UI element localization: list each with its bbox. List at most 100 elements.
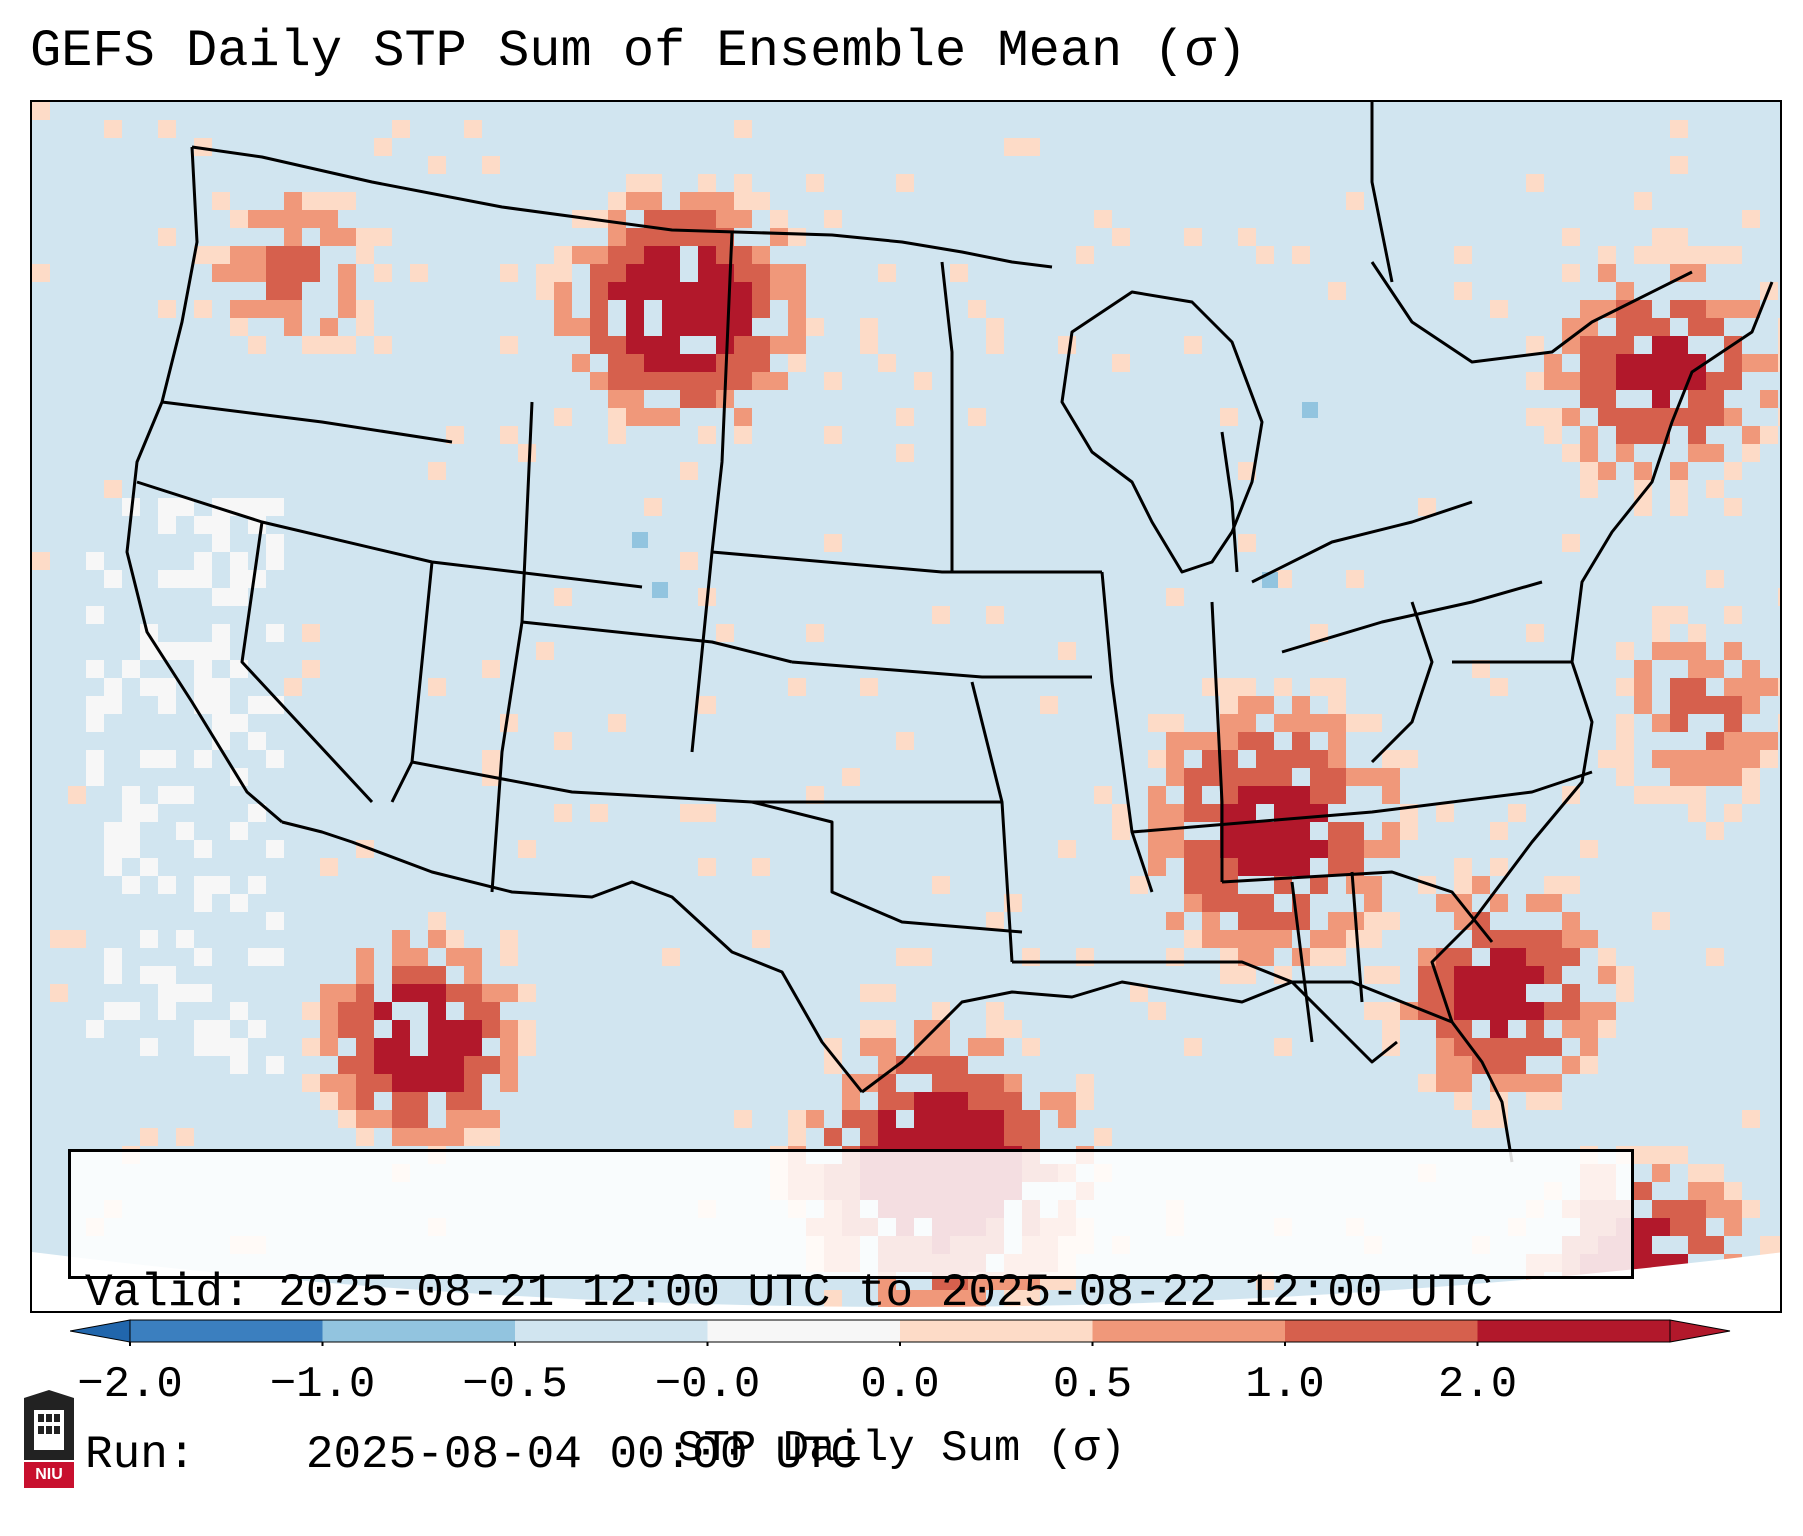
stp-cell xyxy=(1004,1290,1022,1308)
stp-cell xyxy=(1670,786,1688,804)
stp-cell xyxy=(86,750,104,768)
state-line-16 xyxy=(1131,770,1593,834)
stp-cell xyxy=(896,174,914,192)
stp-cell xyxy=(392,984,410,1002)
stp-cell xyxy=(1526,1020,1544,1038)
stp-cell xyxy=(1256,696,1274,714)
stp-cell xyxy=(860,984,878,1002)
stp-cell xyxy=(554,804,572,822)
stp-cell xyxy=(716,300,734,318)
stp-cell xyxy=(1310,786,1328,804)
stp-cell xyxy=(644,336,662,354)
stp-cell xyxy=(1706,318,1724,336)
stp-cell xyxy=(230,894,248,912)
stp-cell xyxy=(1634,426,1652,444)
stp-cell xyxy=(1544,966,1562,984)
stp-cell xyxy=(1220,786,1238,804)
stp-cell xyxy=(104,822,122,840)
stp-cell xyxy=(1382,750,1400,768)
stp-cell xyxy=(734,426,752,444)
stp-cell xyxy=(356,318,374,336)
stp-cell xyxy=(1256,948,1274,966)
stp-cell xyxy=(1616,984,1634,1002)
stp-cell xyxy=(1562,444,1580,462)
stp-cell xyxy=(1184,858,1202,876)
stp-cell xyxy=(230,714,248,732)
stp-cell xyxy=(212,516,230,534)
stp-cell xyxy=(878,1056,896,1074)
stp-cell xyxy=(248,948,266,966)
stp-cell xyxy=(1562,228,1580,246)
stp-cell xyxy=(752,264,770,282)
stp-cell xyxy=(680,192,698,210)
stp-cell xyxy=(302,192,320,210)
stp-cell xyxy=(1688,660,1706,678)
stp-cell xyxy=(1346,192,1364,210)
stp-cell xyxy=(230,264,248,282)
stp-cell xyxy=(176,822,194,840)
stp-cell xyxy=(896,444,914,462)
stp-cell xyxy=(266,624,284,642)
stp-cell xyxy=(626,192,644,210)
stp-cell xyxy=(986,1110,1004,1128)
stp-cell xyxy=(1688,750,1706,768)
stp-cell xyxy=(1670,498,1688,516)
colorbar xyxy=(70,1319,1731,1346)
stp-cell xyxy=(104,1002,122,1020)
stp-cell xyxy=(536,264,554,282)
stp-cell xyxy=(626,300,644,318)
stp-cell xyxy=(122,822,140,840)
stp-cell xyxy=(464,1074,482,1092)
stp-cell xyxy=(968,300,986,318)
stp-cell xyxy=(1580,462,1598,480)
stp-cell xyxy=(140,750,158,768)
stp-cell xyxy=(1454,876,1472,894)
stp-cell xyxy=(986,1020,1004,1038)
stp-cell xyxy=(896,1128,914,1146)
stp-cell xyxy=(1076,246,1094,264)
stp-cell xyxy=(662,300,680,318)
stp-cell xyxy=(698,192,716,210)
stp-cell xyxy=(1526,408,1544,426)
stp-cell xyxy=(608,210,626,228)
stp-cell xyxy=(410,1128,428,1146)
stp-cell xyxy=(590,300,608,318)
stp-cell xyxy=(1778,588,1780,606)
stp-cell xyxy=(1382,912,1400,930)
stp-cell xyxy=(1220,840,1238,858)
stp-cell xyxy=(1706,1200,1724,1218)
stp-cell xyxy=(1652,336,1670,354)
run-label: Run: xyxy=(85,1429,196,1481)
stp-cell xyxy=(1166,588,1184,606)
stp-cell xyxy=(1688,444,1706,462)
stp-cell xyxy=(1346,930,1364,948)
stp-cell xyxy=(1328,696,1346,714)
stp-cell xyxy=(464,1056,482,1074)
stp-cell xyxy=(1328,948,1346,966)
stp-cell xyxy=(104,840,122,858)
stp-cell xyxy=(212,714,230,732)
stp-cell xyxy=(1778,318,1780,336)
stp-cell xyxy=(1508,1038,1526,1056)
stp-cell xyxy=(662,318,680,336)
stp-cell xyxy=(356,1038,374,1056)
stp-cell xyxy=(482,1128,500,1146)
stp-cell xyxy=(1598,966,1616,984)
stp-cell xyxy=(1490,858,1508,876)
stp-cell xyxy=(1040,696,1058,714)
stp-cell xyxy=(1238,912,1256,930)
stp-cell xyxy=(1616,678,1634,696)
stp-cell xyxy=(428,984,446,1002)
stp-cell xyxy=(1256,930,1274,948)
stp-cell xyxy=(338,1002,356,1020)
stp-cell xyxy=(1328,858,1346,876)
stp-cell xyxy=(986,1002,1004,1020)
stp-cell xyxy=(1562,876,1580,894)
stp-cell xyxy=(1040,1092,1058,1110)
chart-title: GEFS Daily STP Sum of Ensemble Mean (σ) xyxy=(30,22,1247,81)
stp-cell xyxy=(734,210,752,228)
stp-cell xyxy=(1742,786,1760,804)
stp-cell xyxy=(1058,840,1076,858)
stp-cell xyxy=(1508,966,1526,984)
stp-cell xyxy=(1580,444,1598,462)
